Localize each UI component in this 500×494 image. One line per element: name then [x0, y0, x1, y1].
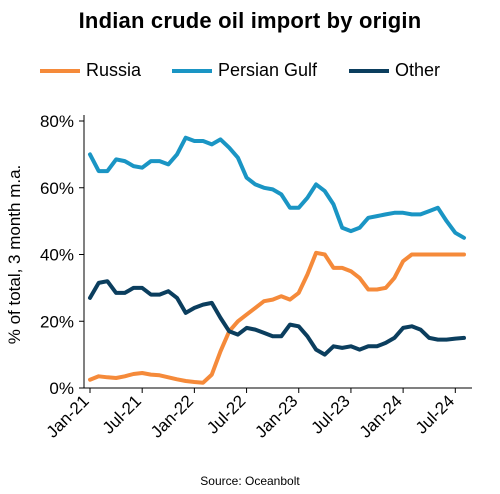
x-tick-label: Jan-22	[147, 391, 197, 441]
x-tick-label: Jul-21	[99, 391, 145, 437]
y-tick-label: 40%	[40, 246, 74, 265]
x-tick-label: Jan-21	[43, 391, 93, 441]
y-tick-label: 20%	[40, 312, 74, 331]
x-tick-label: Jul-24	[412, 391, 458, 437]
y-tick-label: 60%	[40, 179, 74, 198]
y-tick-label: 80%	[40, 112, 74, 131]
legend-label-other: Other	[395, 60, 441, 80]
y-tick-label: 0%	[49, 379, 74, 398]
legend-swatch-persian-gulf	[172, 68, 212, 73]
legend-swatch-other	[349, 68, 389, 73]
x-tick-label: Jan-23	[251, 391, 301, 441]
series-line-other	[88, 279, 466, 357]
legend-item-persian-gulf: Persian Gulf	[172, 60, 317, 81]
legend: Russia Persian Gulf Other	[0, 60, 500, 86]
chart-title: Indian crude oil import by origin	[78, 8, 422, 33]
legend-item-other: Other	[349, 60, 440, 81]
legend-label-russia: Russia	[86, 60, 142, 80]
source-note: Source: Oceanbolt	[200, 474, 300, 488]
legend-item-russia: Russia	[40, 60, 141, 81]
series-line-persian-gulf	[88, 135, 466, 240]
series-line-russia	[88, 250, 466, 385]
legend-swatch-russia	[40, 68, 80, 73]
legend-label-persian-gulf: Persian Gulf	[218, 60, 318, 80]
x-tick-label: Jul-22	[203, 391, 249, 437]
x-tick-label: Jan-24	[356, 391, 406, 441]
y-axis-title: % of total, 3 month m.a.	[5, 165, 24, 345]
x-tick-label: Jul-23	[308, 391, 354, 437]
